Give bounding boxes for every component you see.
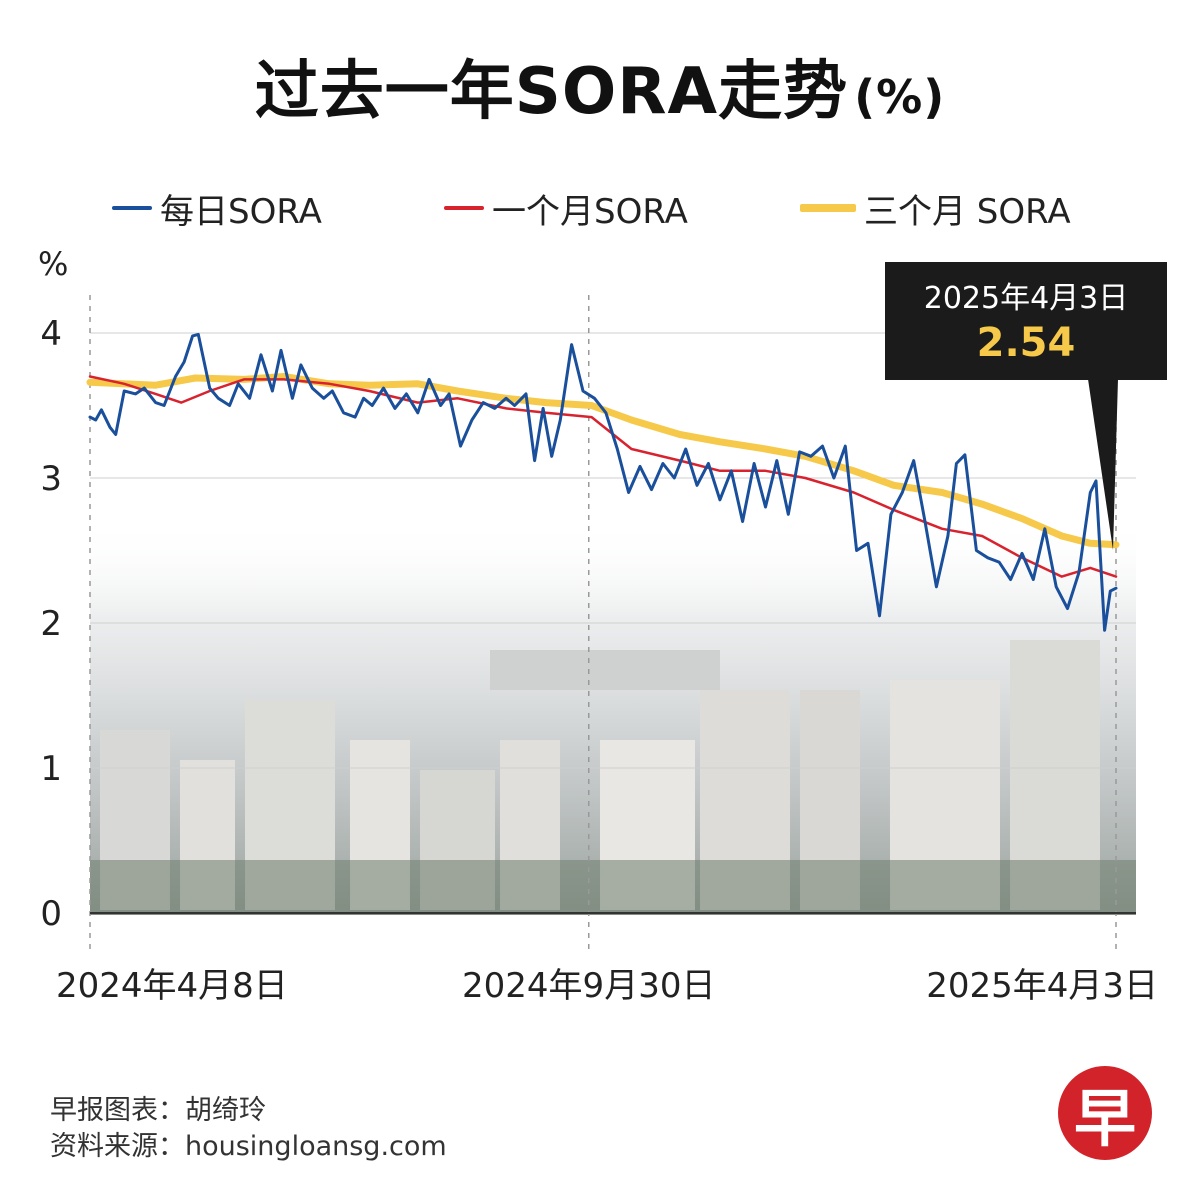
axis-layer: 0 1 2 3 4% 2024年4月8日 2024年9月30日 2025年4月3日 bbox=[38, 245, 1158, 1006]
series-layer bbox=[86, 332, 1120, 632]
y-tick-label: 1 bbox=[40, 749, 62, 789]
legend-swatch-daily bbox=[112, 206, 152, 210]
footer-credit: 早报图表：胡绮玲 bbox=[50, 1095, 266, 1126]
background-photo bbox=[90, 520, 1136, 915]
series-line-2 bbox=[86, 373, 1120, 549]
legend-label-daily: 每日SORA bbox=[160, 191, 322, 232]
legend-swatch-3m bbox=[800, 204, 856, 212]
x-tick-label: 2024年9月30日 bbox=[462, 966, 715, 1006]
footer-source: 资料来源：housingloansg.com bbox=[50, 1131, 447, 1162]
callout-pointer bbox=[1088, 379, 1118, 550]
y-tick-label: 3 bbox=[40, 459, 62, 499]
y-tick-label: 0 bbox=[40, 894, 62, 934]
callout: 2025年4月3日 2.54 bbox=[885, 262, 1167, 550]
y-unit-label: % bbox=[38, 245, 68, 283]
series-line-0 bbox=[88, 332, 1118, 632]
chart-title: 过去一年SORA走势 (%) bbox=[254, 55, 946, 129]
legend-item-3m: 三个月 SORA bbox=[800, 186, 1071, 232]
x-tick-label: 2025年4月3日 bbox=[926, 966, 1158, 1006]
legend-label-3m: 三个月 SORA bbox=[864, 191, 1071, 232]
x-tick-label: 2024年4月8日 bbox=[56, 966, 288, 1006]
legend-item-daily: 每日SORA bbox=[112, 186, 322, 232]
legend-item-1m: 一个月SORA bbox=[444, 186, 688, 232]
callout-box bbox=[885, 262, 1167, 380]
callout-date: 2025年4月3日 bbox=[924, 281, 1129, 316]
y-tick-label: 2 bbox=[40, 604, 62, 644]
y-tick-label: 4 bbox=[40, 314, 62, 354]
zaobao-logo: 早 bbox=[1058, 1066, 1152, 1160]
series-line-1 bbox=[88, 375, 1118, 578]
legend-swatch-1m bbox=[444, 206, 484, 210]
callout-value: 2.54 bbox=[977, 320, 1076, 366]
legend-label-1m: 一个月SORA bbox=[492, 191, 688, 232]
